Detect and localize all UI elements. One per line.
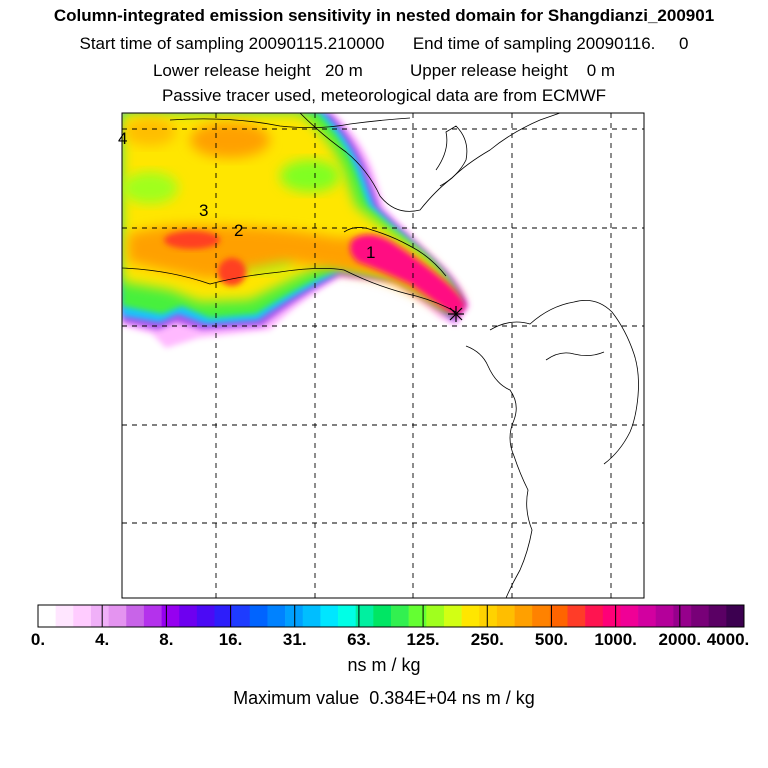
coastline-peninsula: [343, 227, 447, 277]
field-orange-nw: [124, 118, 176, 146]
grid: [122, 113, 644, 598]
colorbar-tick-label: 125.: [407, 630, 440, 649]
colorbar-swatch: [161, 605, 180, 627]
colorbar-swatch: [267, 605, 286, 627]
colorbar-tick-label: 63.: [347, 630, 371, 649]
colorbar-tick-label: 4000.: [707, 630, 750, 649]
colorbar-swatch: [126, 605, 145, 627]
max-value-label: Maximum value 0.384E+04 ns m / kg: [233, 688, 535, 708]
colorbar-swatch: [55, 605, 74, 627]
coastline-ridge: [545, 351, 605, 361]
colorbar-swatch: [302, 605, 321, 627]
colorbar-tick-label: 16.: [219, 630, 243, 649]
coastline-west: [122, 267, 457, 313]
colorbar-swatch: [355, 605, 374, 627]
colorbar-swatch: [585, 605, 604, 627]
colorbar-swatch: [232, 605, 251, 627]
colorbar-swatch: [408, 605, 427, 627]
point-label-3: 3: [199, 201, 208, 220]
colorbar-swatch: [443, 605, 462, 627]
colorbar-swatch: [691, 605, 709, 627]
colorbar-swatch: [391, 605, 409, 627]
sensitivity-field: [122, 113, 470, 348]
colorbar-swatch: [638, 605, 657, 627]
colorbar-tick-label: 8.: [159, 630, 173, 649]
upper-release-value: 0 m: [586, 61, 616, 80]
colorbar-swatch: [461, 605, 480, 627]
field-red-core-south: [218, 258, 246, 286]
coastline-north: [169, 117, 411, 128]
sampling-times: Start time of sampling 20090115.210000 E…: [0, 34, 768, 54]
coastline-bay: [299, 113, 561, 212]
field-orange-north: [190, 122, 270, 158]
colorbar-tick-label: 1000.: [594, 630, 637, 649]
colorbar-swatch: [620, 605, 639, 627]
lower-release-label: Lower release height: [152, 61, 311, 80]
tracer-note: Passive tracer used, meteorological data…: [161, 86, 607, 105]
colorbar-swatch: [143, 605, 162, 627]
point-label-1: 1: [366, 243, 375, 262]
colorbar-swatch: [496, 605, 515, 627]
colorbar-tick-label: 0.: [31, 630, 45, 649]
colorbar-swatch: [179, 605, 198, 627]
colorbar-ticks: 0. 4. 8. 16. 31. 63. 125. 250. 500. 1000. 2000. 400…: [31, 630, 749, 649]
colorbar-swatch: [514, 605, 533, 627]
field-green-patch-west: [122, 172, 178, 204]
colorbar-swatch: [108, 605, 127, 627]
colorbar-tick-label: 4.: [95, 630, 109, 649]
map-frame: [121, 112, 645, 599]
point-label-2: 2: [234, 221, 243, 240]
field-magenta-plume: [350, 234, 466, 318]
colorbar-swatch: [90, 605, 109, 627]
colorbar-swatch: [38, 605, 56, 627]
coastline-korea: [489, 299, 639, 465]
colorbar-swatch: [602, 605, 621, 627]
colorbar-swatch: [532, 605, 551, 627]
colorbar-swatch: [708, 605, 727, 627]
coastline-yellow-sea: [465, 345, 533, 598]
coastlines: [122, 113, 639, 598]
start-value: 20090115.210000: [248, 34, 385, 53]
colorbar-swatch: [285, 605, 304, 627]
colorbar-swatch: [73, 605, 92, 627]
colorbar-swatch: [373, 605, 392, 627]
start-label: Start time of sampling: [79, 34, 244, 53]
units-label: ns m / kg: [347, 655, 421, 675]
colorbar-swatch: [338, 605, 356, 627]
colorbar: [37, 605, 745, 627]
field-green-patch-north: [280, 160, 340, 192]
colorbar-tick-label: 31.: [283, 630, 307, 649]
colorbar-swatch: [214, 605, 233, 627]
colorbar-swatch: [426, 605, 445, 627]
colorbar-swatch: [673, 605, 692, 627]
end-hour: 0: [679, 34, 689, 53]
colorbar-tick-label: 250.: [471, 630, 504, 649]
release-heights: Lower release height 20 m Upper release …: [0, 61, 768, 81]
receptor-marker: [448, 306, 464, 322]
field-red-core-west: [164, 231, 220, 249]
colorbar-swatch: [479, 605, 498, 627]
colorbar-swatch: [196, 605, 215, 627]
point-label-4: 4: [118, 129, 127, 148]
colorbar-swatch: [567, 605, 586, 627]
colorbar-swatch: [655, 605, 674, 627]
colorbar-swatch: [549, 605, 568, 627]
lower-release-value: 20 m: [324, 61, 363, 80]
colorbar-swatch: [249, 605, 268, 627]
colorbar-tick-label: 500.: [535, 630, 568, 649]
colorbar-tick-label: 2000.: [659, 630, 702, 649]
upper-release-label: Upper release height: [409, 61, 568, 80]
colorbar-swatch: [320, 605, 339, 627]
coastline-east: [435, 125, 468, 187]
colorbar-swatch: [726, 605, 745, 627]
end-label: End time of sampling: [412, 34, 572, 53]
colorbar-frame: [37, 604, 745, 628]
chart-title: Column-integrated emission sensitivity i…: [53, 6, 715, 25]
end-value: 20090116.: [576, 34, 656, 53]
